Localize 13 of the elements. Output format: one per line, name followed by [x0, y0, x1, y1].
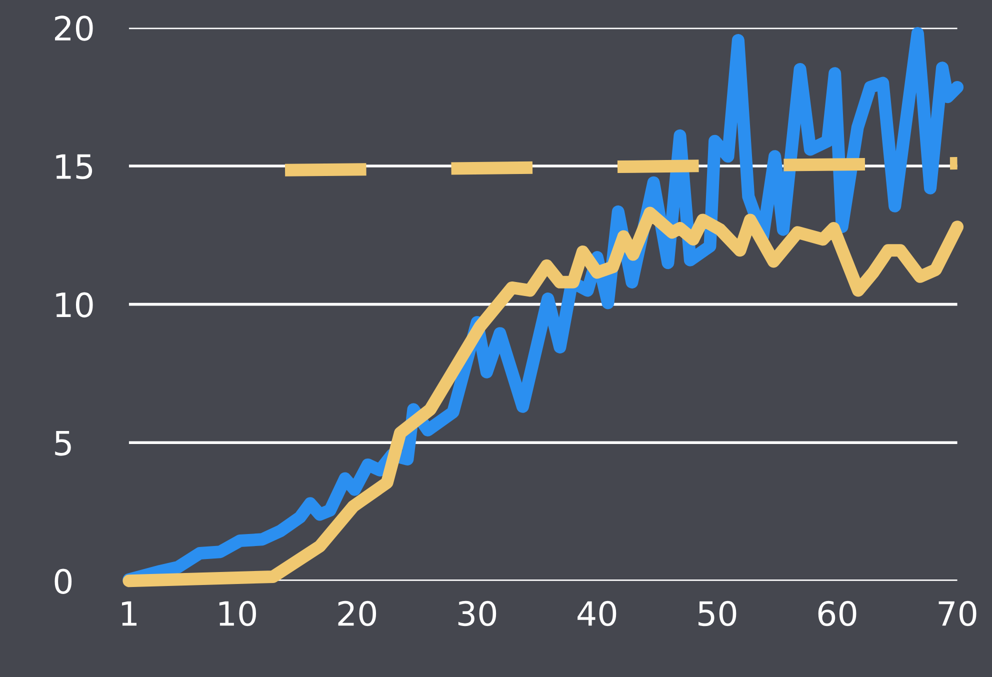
x-tick-label: 60 [818, 600, 856, 626]
x-tick-label: 20 [338, 600, 376, 626]
y-tick-label: 15 [56, 154, 92, 180]
x-tick-label: 30 [458, 600, 496, 626]
x-tick-label: 1 [122, 601, 136, 626]
x-tick-label: 50 [698, 600, 736, 626]
y-tick-label: 0 [54, 568, 72, 594]
x-tick-label: 10 [219, 600, 256, 626]
y-tick-label: 10 [56, 292, 93, 318]
x-tick-label: 40 [578, 600, 616, 626]
y-tick-label: 5 [55, 430, 71, 456]
y-tick-label: 20 [55, 16, 93, 41]
x-tick-label: 70 [938, 600, 976, 626]
